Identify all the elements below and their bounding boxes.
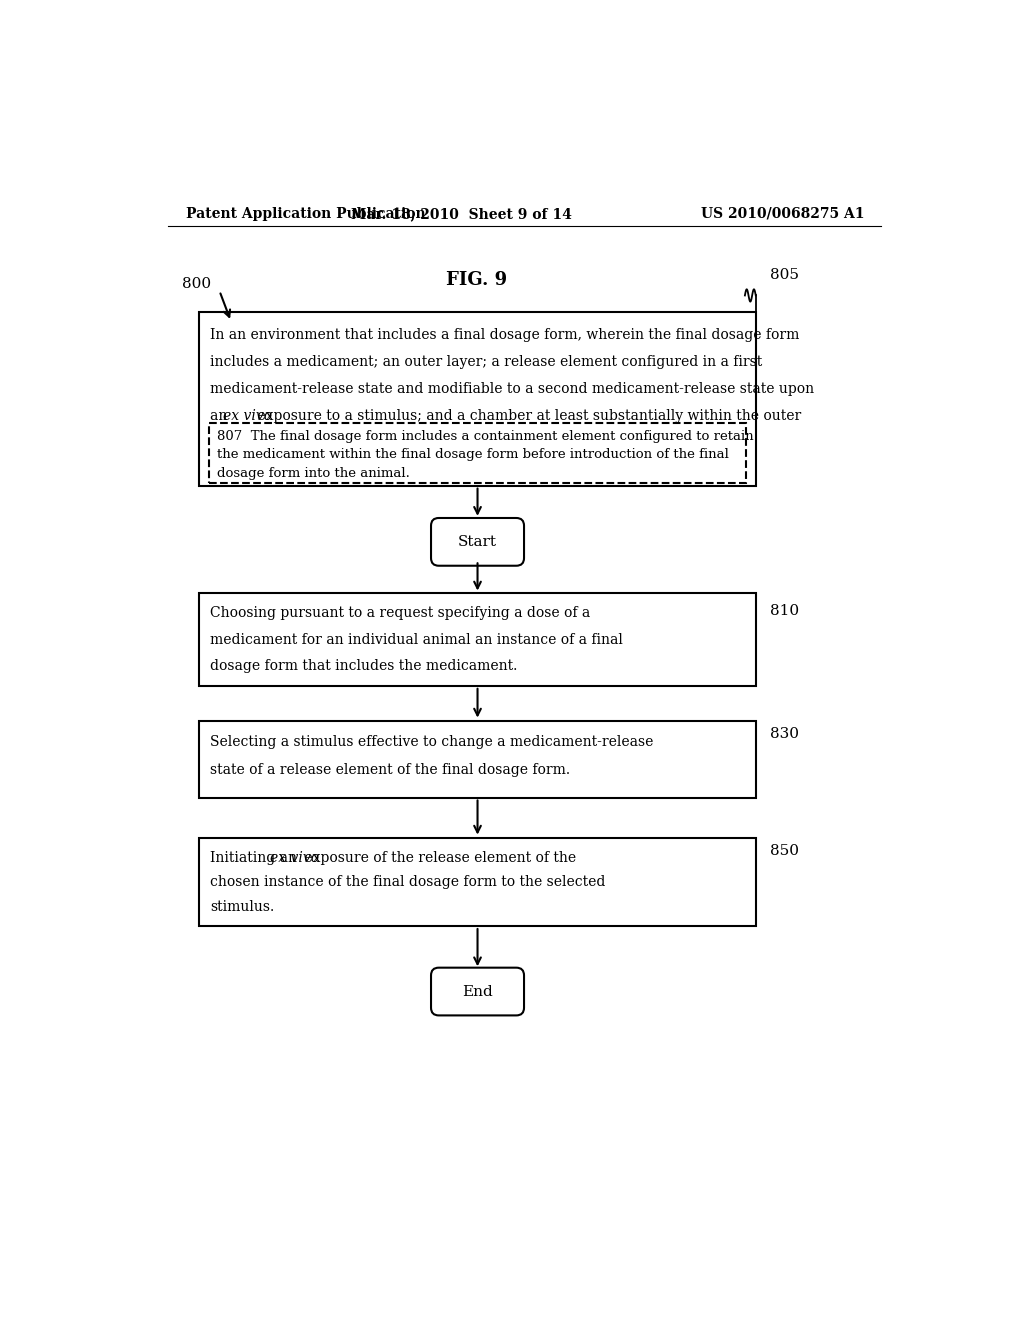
Text: Mar. 18, 2010  Sheet 9 of 14: Mar. 18, 2010 Sheet 9 of 14 [351, 207, 571, 220]
Text: includes a medicament; an outer layer; a release element configured in a first: includes a medicament; an outer layer; a… [210, 355, 763, 370]
Text: dosage form that includes the medicament.: dosage form that includes the medicament… [210, 659, 517, 673]
Text: 807  The final dosage form includes a containment element configured to retain: 807 The final dosage form includes a con… [217, 430, 754, 444]
Bar [209, 422, 745, 483]
Text: End: End [462, 985, 493, 998]
Text: medicament-release state and modifiable to a second medicament-release state upo: medicament-release state and modifiable … [210, 383, 814, 396]
Text: an: an [210, 409, 231, 424]
Text: 810: 810 [770, 605, 799, 618]
Text: Start: Start [458, 535, 497, 549]
Text: layer and configured to carry the medicament.: layer and configured to carry the medica… [210, 437, 541, 450]
Text: 800: 800 [182, 277, 211, 290]
Text: exposure to a stimulus; and a chamber at least substantially within the outer: exposure to a stimulus; and a chamber at… [253, 409, 802, 424]
Text: Initiating an: Initiating an [210, 850, 301, 865]
Text: stimulus.: stimulus. [210, 900, 274, 913]
Text: dosage form into the animal.: dosage form into the animal. [217, 467, 410, 480]
Bar [200, 594, 756, 686]
Text: Choosing pursuant to a request specifying a dose of a: Choosing pursuant to a request specifyin… [210, 606, 591, 620]
Bar [200, 721, 756, 797]
Text: medicament for an individual animal an instance of a final: medicament for an individual animal an i… [210, 632, 623, 647]
Text: In an environment that includes a final dosage form, wherein the final dosage fo: In an environment that includes a final … [210, 329, 800, 342]
Text: Selecting a stimulus effective to change a medicament-release: Selecting a stimulus effective to change… [210, 735, 653, 748]
Text: ex vivo: ex vivo [223, 409, 272, 424]
Text: FIG. 9: FIG. 9 [446, 271, 507, 289]
Bar [200, 838, 756, 927]
Text: 805: 805 [770, 268, 799, 282]
FancyBboxPatch shape [431, 968, 524, 1015]
FancyBboxPatch shape [431, 517, 524, 566]
Text: 830: 830 [770, 727, 799, 742]
Text: state of a release element of the final dosage form.: state of a release element of the final … [210, 763, 570, 776]
Bar [200, 313, 756, 486]
Text: ex vivo: ex vivo [270, 850, 319, 865]
Text: the medicament within the final dosage form before introduction of the final: the medicament within the final dosage f… [217, 449, 729, 462]
Text: exposure of the release element of the: exposure of the release element of the [300, 850, 577, 865]
Text: 850: 850 [770, 845, 799, 858]
Text: chosen instance of the final dosage form to the selected: chosen instance of the final dosage form… [210, 875, 605, 890]
Text: US 2010/0068275 A1: US 2010/0068275 A1 [700, 207, 864, 220]
Text: Patent Application Publication: Patent Application Publication [186, 207, 426, 220]
